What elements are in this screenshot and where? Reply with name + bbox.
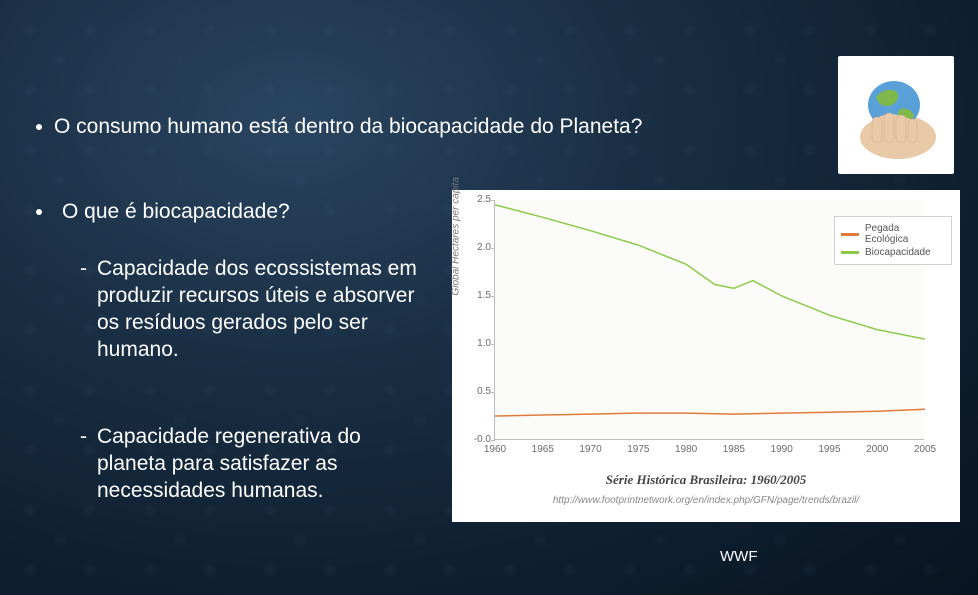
definition-1: - Capacidade dos ecossistemas em produzi… <box>80 256 430 364</box>
bullet-dot-icon <box>36 124 42 130</box>
dash-icon: - <box>80 424 87 505</box>
chart-xtick-label: 2005 <box>914 444 936 455</box>
definition-2-text: Capacidade regenerativa do planeta para … <box>97 424 430 505</box>
chart-ytick-label: 1.5 <box>467 290 491 301</box>
legend-label: Pegada Ecológica <box>865 223 945 245</box>
definition-2: - Capacidade regenerativa do planeta par… <box>80 424 430 505</box>
main-question-text: O consumo humano está dentro da biocapac… <box>54 113 642 141</box>
sub-question-text: O que é biocapacidade? <box>62 198 290 226</box>
attribution: WWF <box>720 548 757 565</box>
legend-label: Biocapacidade <box>865 247 931 258</box>
chart-xtick-label: 1990 <box>771 444 793 455</box>
main-question-bullet: O consumo humano está dentro da biocapac… <box>36 113 642 141</box>
chart-legend: Pegada Ecológica Biocapacidade <box>834 216 952 265</box>
definition-1-text: Capacidade dos ecossistemas em produzir … <box>97 256 430 364</box>
chart-title: Série Histórica Brasileira: 1960/2005 <box>452 472 960 488</box>
legend-swatch <box>841 251 859 254</box>
chart-ylabel: Global Hectares per capita <box>451 177 462 295</box>
chart-ytick-label: 0.5 <box>467 386 491 397</box>
biocapacity-chart: Global Hectares per capita -0.00.51.01.5… <box>452 190 960 522</box>
chart-ytick-label: 2.0 <box>467 242 491 253</box>
chart-xtick-label: 1975 <box>627 444 649 455</box>
chart-source-url: http://www.footprintnetwork.org/en/index… <box>452 495 960 506</box>
chart-xtick-label: 1995 <box>818 444 840 455</box>
legend-swatch <box>841 233 859 236</box>
bullet-dot-icon <box>36 209 42 215</box>
globe-image <box>838 56 954 174</box>
chart-xtick-label: 1965 <box>532 444 554 455</box>
slide: O consumo humano está dentro da biocapac… <box>0 0 978 595</box>
hand-squeezing-globe-icon <box>846 65 946 165</box>
legend-item: Biocapacidade <box>841 247 945 258</box>
chart-xtick-label: 2000 <box>866 444 888 455</box>
chart-xtick-label: 1970 <box>579 444 601 455</box>
chart-xtick-label: 1960 <box>484 444 506 455</box>
legend-item: Pegada Ecológica <box>841 223 945 245</box>
chart-ytick-label: 2.5 <box>467 194 491 205</box>
chart-xtick-label: 1980 <box>675 444 697 455</box>
sub-question-bullet: O que é biocapacidade? <box>36 198 290 226</box>
dash-icon: - <box>80 256 87 364</box>
chart-xtick-label: 1985 <box>723 444 745 455</box>
chart-ytick-label: 1.0 <box>467 338 491 349</box>
